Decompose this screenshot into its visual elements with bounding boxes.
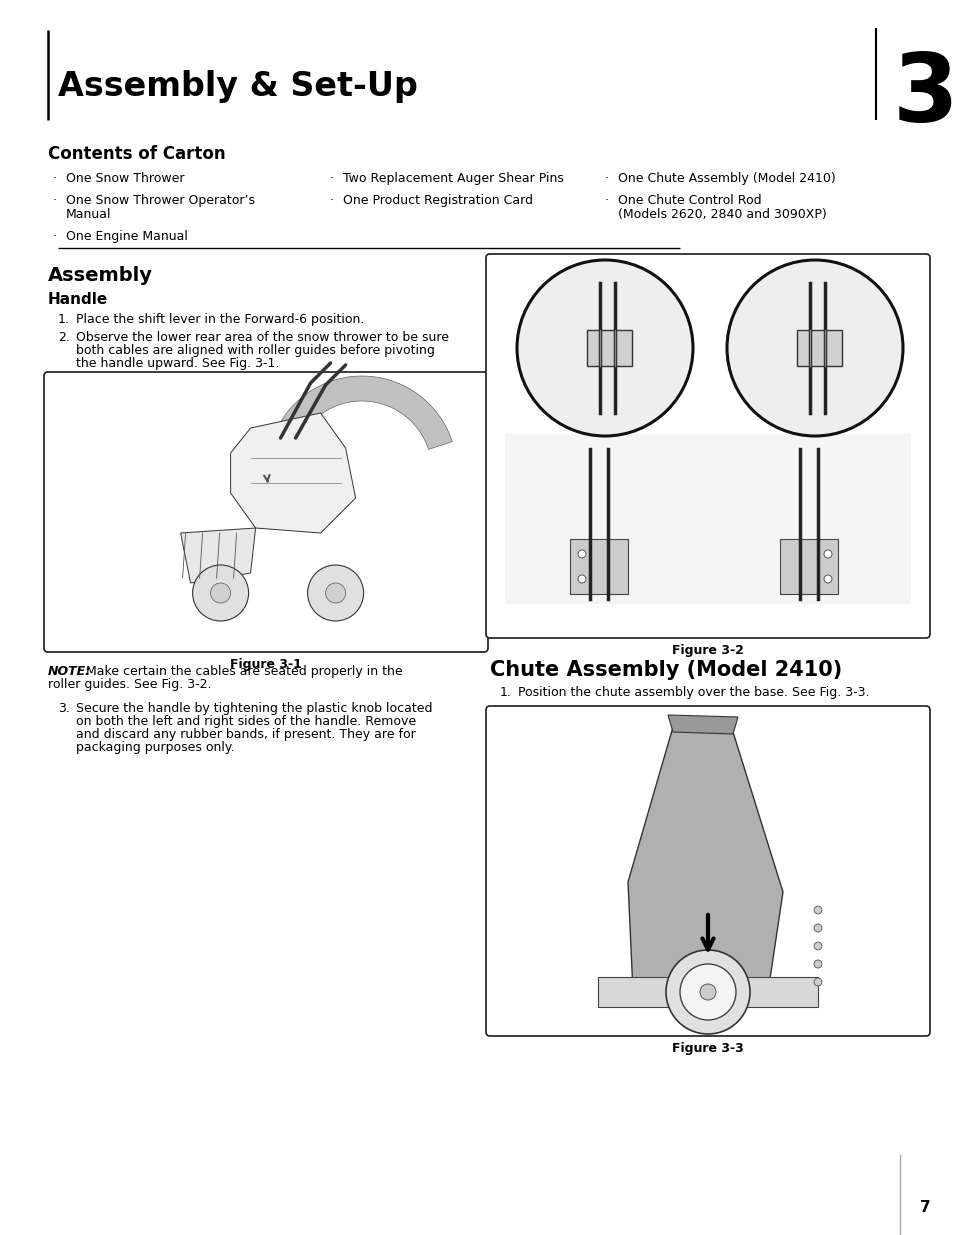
Text: packaging purposes only.: packaging purposes only.	[76, 741, 234, 755]
Circle shape	[679, 965, 735, 1020]
Text: Handle: Handle	[48, 291, 108, 308]
Circle shape	[517, 261, 692, 436]
Text: ·: ·	[604, 172, 608, 185]
Text: ·: ·	[53, 230, 57, 243]
Text: 2.: 2.	[58, 331, 70, 345]
Polygon shape	[504, 433, 910, 604]
Text: 1.: 1.	[499, 685, 512, 699]
Text: Contents of Carton: Contents of Carton	[48, 144, 226, 163]
Text: Position the chute assembly over the base. See Fig. 3-3.: Position the chute assembly over the bas…	[517, 685, 868, 699]
Circle shape	[193, 564, 249, 621]
FancyBboxPatch shape	[44, 372, 488, 652]
Text: NOTE:: NOTE:	[48, 664, 91, 678]
Text: Figure 3-1: Figure 3-1	[230, 658, 301, 671]
Text: Place the shift lever in the Forward-6 position.: Place the shift lever in the Forward-6 p…	[76, 312, 364, 326]
Text: 3.: 3.	[58, 701, 70, 715]
Text: 1.: 1.	[58, 312, 70, 326]
Polygon shape	[569, 538, 627, 594]
Text: Chute Assembly (Model 2410): Chute Assembly (Model 2410)	[490, 659, 841, 680]
Text: 7: 7	[919, 1200, 929, 1215]
Text: ·: ·	[53, 194, 57, 207]
Circle shape	[700, 984, 716, 1000]
Polygon shape	[231, 412, 355, 534]
Text: and discard any rubber bands, if present. They are for: and discard any rubber bands, if present…	[76, 727, 416, 741]
Text: Two Replacement Auger Shear Pins: Two Replacement Auger Shear Pins	[343, 172, 563, 185]
Circle shape	[823, 576, 831, 583]
Text: One Chute Assembly (Model 2410): One Chute Assembly (Model 2410)	[618, 172, 835, 185]
FancyBboxPatch shape	[485, 254, 929, 638]
Text: ·: ·	[330, 194, 334, 207]
Text: Assembly & Set-Up: Assembly & Set-Up	[58, 70, 417, 103]
Text: One Product Registration Card: One Product Registration Card	[343, 194, 533, 207]
Text: roller guides. See Fig. 3-2.: roller guides. See Fig. 3-2.	[48, 678, 212, 692]
Text: One Chute Control Rod: One Chute Control Rod	[618, 194, 760, 207]
Text: (Models 2620, 2840 and 3090XP): (Models 2620, 2840 and 3090XP)	[618, 207, 826, 221]
Circle shape	[578, 550, 585, 558]
Text: One Snow Thrower: One Snow Thrower	[66, 172, 184, 185]
Circle shape	[813, 942, 821, 950]
Polygon shape	[267, 375, 452, 485]
Text: 3: 3	[892, 49, 953, 142]
Polygon shape	[667, 715, 738, 734]
Text: Assembly: Assembly	[48, 266, 152, 285]
Circle shape	[813, 978, 821, 986]
Text: One Snow Thrower Operator’s: One Snow Thrower Operator’s	[66, 194, 254, 207]
Text: Figure 3-3: Figure 3-3	[672, 1042, 743, 1055]
Polygon shape	[627, 727, 782, 992]
Text: the handle upward. See Fig. 3-1.: the handle upward. See Fig. 3-1.	[76, 357, 279, 370]
FancyBboxPatch shape	[485, 706, 929, 1036]
Text: ·: ·	[53, 172, 57, 185]
Circle shape	[211, 583, 231, 603]
Text: Figure 3-2: Figure 3-2	[671, 643, 743, 657]
Circle shape	[665, 950, 749, 1034]
Circle shape	[823, 550, 831, 558]
Text: Make certain the cables are seated properly in the: Make certain the cables are seated prope…	[82, 664, 402, 678]
Bar	[586, 330, 631, 366]
Bar	[796, 330, 841, 366]
Text: ·: ·	[330, 172, 334, 185]
Bar	[598, 977, 817, 1007]
Text: on both the left and right sides of the handle. Remove: on both the left and right sides of the …	[76, 715, 416, 727]
Text: Secure the handle by tightening the plastic knob located: Secure the handle by tightening the plas…	[76, 701, 432, 715]
Circle shape	[307, 564, 363, 621]
Text: Observe the lower rear area of the snow thrower to be sure: Observe the lower rear area of the snow …	[76, 331, 449, 345]
Circle shape	[813, 924, 821, 932]
Text: Manual: Manual	[66, 207, 112, 221]
Polygon shape	[180, 529, 255, 583]
Text: ·: ·	[604, 194, 608, 207]
Circle shape	[726, 261, 902, 436]
Circle shape	[813, 960, 821, 968]
Text: both cables are aligned with roller guides before pivoting: both cables are aligned with roller guid…	[76, 345, 435, 357]
Circle shape	[578, 576, 585, 583]
Polygon shape	[780, 538, 837, 594]
Text: One Engine Manual: One Engine Manual	[66, 230, 188, 243]
Circle shape	[813, 906, 821, 914]
Circle shape	[325, 583, 345, 603]
